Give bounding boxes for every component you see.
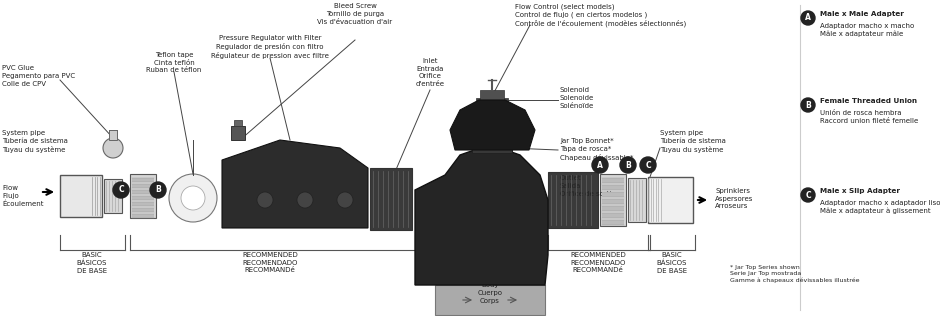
Text: C: C bbox=[806, 191, 811, 199]
Bar bbox=[476, 98, 508, 108]
Bar bbox=[104, 179, 122, 213]
Text: Unión de rosca hembra
Raccord union fileté femelle: Unión de rosca hembra Raccord union file… bbox=[820, 110, 918, 124]
Circle shape bbox=[592, 157, 608, 173]
Text: Adaptador macho x macho
Mâle x adaptateur mâle: Adaptador macho x macho Mâle x adaptateu… bbox=[820, 23, 915, 37]
Text: Inlet
Entrada
Orifice
d'entrée: Inlet Entrada Orifice d'entrée bbox=[415, 58, 445, 87]
Text: Teflon tape
Cinta teflón
Ruban de téflon: Teflon tape Cinta teflón Ruban de téflon bbox=[147, 52, 202, 74]
Bar bbox=[231, 126, 245, 140]
Circle shape bbox=[297, 192, 313, 208]
Bar bbox=[109, 130, 117, 140]
Text: Solenoid
Solenoide
Solénoïde: Solenoid Solenoide Solénoïde bbox=[560, 87, 594, 108]
Circle shape bbox=[801, 98, 815, 112]
Text: Male x Slip Adapter: Male x Slip Adapter bbox=[820, 188, 900, 194]
Text: BASIC
BÁSICOS
DE BASE: BASIC BÁSICOS DE BASE bbox=[657, 252, 687, 274]
Bar bbox=[132, 214, 154, 218]
Text: B: B bbox=[155, 185, 161, 195]
Bar bbox=[602, 206, 624, 211]
Circle shape bbox=[150, 182, 166, 198]
Text: A: A bbox=[805, 14, 811, 22]
Circle shape bbox=[103, 138, 123, 158]
Bar bbox=[602, 185, 624, 190]
Text: C: C bbox=[118, 185, 124, 195]
Polygon shape bbox=[450, 100, 535, 150]
Text: RECOMMENDED
RECOMENDADO
RECOMMANDé: RECOMMENDED RECOMENDADO RECOMMANDé bbox=[571, 252, 626, 274]
Text: Body
Cuerpo
Corps: Body Cuerpo Corps bbox=[478, 282, 503, 303]
Text: System pipe
Tubería de sistema
Tuyau du système: System pipe Tubería de sistema Tuyau du … bbox=[2, 130, 68, 153]
Bar bbox=[602, 192, 624, 197]
Bar bbox=[628, 178, 646, 222]
Polygon shape bbox=[222, 140, 368, 228]
Circle shape bbox=[801, 11, 815, 25]
Bar bbox=[132, 202, 154, 206]
Bar bbox=[60, 175, 102, 217]
Text: Bleed Screw
Tornillo de purga
Vis d'évacuation d'air: Bleed Screw Tornillo de purga Vis d'évac… bbox=[318, 3, 393, 25]
Bar bbox=[132, 208, 154, 212]
Circle shape bbox=[181, 186, 205, 210]
Text: Female Threaded Union: Female Threaded Union bbox=[820, 98, 917, 104]
Circle shape bbox=[169, 174, 217, 222]
Text: * Jar Top Series shown
Serie Jar Top mostrada
Gamme à chapeaux dévissables illus: * Jar Top Series shown Serie Jar Top mos… bbox=[730, 265, 859, 283]
Text: PVC Glue
Pegamento para PVC
Colle de CPV: PVC Glue Pegamento para PVC Colle de CPV bbox=[2, 65, 75, 87]
Text: Adaptador macho x adaptador liso
Mâle x adaptateur à glissement: Adaptador macho x adaptador liso Mâle x … bbox=[820, 200, 940, 215]
Bar bbox=[600, 174, 626, 226]
Text: Flow
Flujo
Écoulement: Flow Flujo Écoulement bbox=[2, 185, 43, 207]
Bar bbox=[132, 178, 154, 182]
Bar bbox=[648, 177, 693, 223]
Bar bbox=[472, 105, 512, 153]
Bar bbox=[132, 190, 154, 194]
Text: BASIC
BÁSICOS
DE BASE: BASIC BÁSICOS DE BASE bbox=[77, 252, 107, 274]
Circle shape bbox=[620, 157, 636, 173]
Bar bbox=[602, 213, 624, 218]
Text: Pressure Regulator with Filter
Regulador de presión con filtro
Régulateur de pre: Pressure Regulator with Filter Regulador… bbox=[212, 35, 329, 59]
Text: B: B bbox=[806, 100, 811, 110]
Bar bbox=[435, 285, 545, 315]
Bar bbox=[602, 220, 624, 225]
Bar bbox=[132, 184, 154, 188]
Text: Sprinklers
Aspersores
Arroseurs: Sprinklers Aspersores Arroseurs bbox=[715, 188, 753, 210]
Circle shape bbox=[113, 182, 129, 198]
Text: A: A bbox=[597, 161, 603, 169]
Text: C: C bbox=[645, 161, 650, 169]
Circle shape bbox=[337, 192, 353, 208]
Bar bbox=[602, 178, 624, 183]
Bar bbox=[602, 199, 624, 204]
Bar bbox=[370, 168, 412, 230]
Text: Jar Top Bonnet*
Tapa de rosca*
Chapeau dévissable*: Jar Top Bonnet* Tapa de rosca* Chapeau d… bbox=[560, 138, 634, 161]
Bar bbox=[132, 196, 154, 200]
Circle shape bbox=[257, 192, 273, 208]
Circle shape bbox=[801, 188, 815, 202]
Text: RECOMMENDED
RECOMENDADO
RECOMMANDé: RECOMMENDED RECOMENDADO RECOMMANDé bbox=[243, 252, 298, 274]
Text: B: B bbox=[625, 161, 631, 169]
Bar bbox=[480, 90, 504, 100]
Text: Flow Control (select models)
Control de flujo ( en ciertos modelos )
Contrôle de: Flow Control (select models) Control de … bbox=[515, 3, 686, 27]
Text: Male x Male Adapter: Male x Male Adapter bbox=[820, 11, 904, 17]
Polygon shape bbox=[415, 148, 548, 285]
Text: Outlet
Salida
Orifice de sortie: Outlet Salida Orifice de sortie bbox=[560, 175, 616, 197]
Bar bbox=[234, 120, 242, 126]
Text: System pipe
Tubería de sistema
Tuyau du système: System pipe Tubería de sistema Tuyau du … bbox=[660, 130, 726, 153]
Bar bbox=[130, 174, 156, 218]
Bar bbox=[548, 172, 598, 228]
Circle shape bbox=[640, 157, 656, 173]
